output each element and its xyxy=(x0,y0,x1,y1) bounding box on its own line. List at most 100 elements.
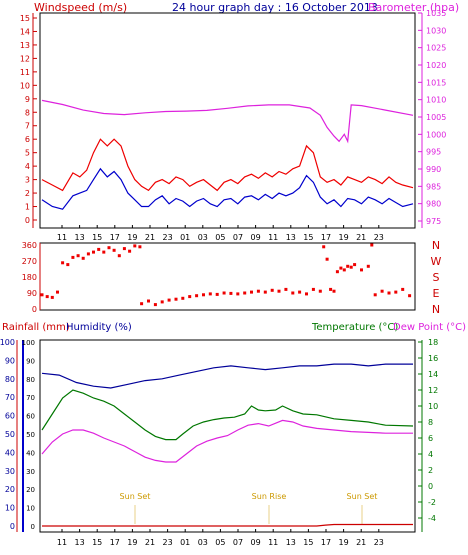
barometer-tick-label: 1000 xyxy=(426,130,446,139)
temperature-tick-label: 18 xyxy=(428,338,438,347)
direction-point xyxy=(349,265,353,269)
windspeed-tick-label: 10 xyxy=(20,81,30,90)
direction-point xyxy=(138,245,142,249)
rainfall-line xyxy=(42,523,413,527)
barometer-tick-label: 975 xyxy=(426,217,441,226)
humidity-inner-tick-label: 90 xyxy=(26,357,35,365)
direction-point xyxy=(332,289,336,293)
humidity-inner-tick-label: 0 xyxy=(31,523,35,531)
humidity-x-tick-label: 21 xyxy=(145,538,155,547)
barometer-tick-label: 1010 xyxy=(426,96,446,105)
humidity-tick-label: 60 xyxy=(5,412,15,421)
wind-x-tick-label: 19 xyxy=(339,233,349,242)
humidity-axis-label: Humidity (%) xyxy=(66,322,132,333)
direction-point xyxy=(66,263,70,267)
wind-x-tick-label: 17 xyxy=(110,233,120,242)
humidity-tick-label: 20 xyxy=(5,485,15,494)
wind-gust-line xyxy=(41,138,414,192)
humidity-tick-label: 50 xyxy=(5,430,15,439)
barometer-tick-label: 985 xyxy=(426,182,441,191)
humidity-line xyxy=(41,363,413,389)
direction-point xyxy=(284,287,288,291)
direction-point xyxy=(153,303,157,307)
dewpoint-axis-label: Dew Point (°C) xyxy=(393,322,466,333)
barometer-tick-label: 995 xyxy=(426,148,441,157)
direction-point xyxy=(81,256,85,260)
humidity-x-tick-label: 01 xyxy=(180,538,190,547)
wind-speed-line xyxy=(41,167,414,210)
direction-point xyxy=(263,290,267,294)
direction-point xyxy=(222,291,226,295)
direction-tick-label: 270 xyxy=(22,257,37,266)
direction-point xyxy=(346,264,350,268)
direction-point xyxy=(305,292,308,296)
compass-label: E xyxy=(433,287,440,300)
humidity-inner-tick-label: 70 xyxy=(26,394,35,402)
wind-x-tick-label: 15 xyxy=(303,233,313,242)
wind-x-tick-label: 21 xyxy=(356,233,366,242)
direction-point xyxy=(342,268,346,272)
wind-x-tick-label: 09 xyxy=(251,233,261,242)
direction-point xyxy=(370,243,374,247)
direction-point xyxy=(188,295,192,299)
direction-point xyxy=(215,292,219,296)
direction-point xyxy=(140,302,144,306)
direction-point xyxy=(229,291,233,295)
direction-tick-label: 180 xyxy=(22,273,37,282)
humidity-x-tick-label: 03 xyxy=(198,538,208,547)
humidity-tick-label: 0 xyxy=(10,522,15,531)
direction-point xyxy=(236,292,240,296)
direction-point xyxy=(71,255,75,259)
humidity-x-tick-label: 15 xyxy=(92,538,102,547)
wind-x-tick-label: 01 xyxy=(180,233,190,242)
direction-point xyxy=(394,290,398,294)
direction-point xyxy=(329,287,333,291)
direction-point xyxy=(373,293,377,297)
sun-event-label: Sun Rise xyxy=(252,492,287,501)
humidity-x-tick-label: 11 xyxy=(268,538,278,547)
windspeed-tick-label: 4 xyxy=(25,162,30,171)
windspeed-axis-label: Windspeed (m/s) xyxy=(34,1,127,14)
humidity-inner-tick-label: 80 xyxy=(26,376,35,384)
windspeed-tick-label: 13 xyxy=(20,41,30,50)
temperature-tick-label: 8 xyxy=(428,418,433,427)
direction-point xyxy=(97,247,101,251)
temperature-tick-label: 14 xyxy=(428,370,438,379)
barometer-tick-label: 1020 xyxy=(426,61,446,70)
windspeed-tick-label: 7 xyxy=(25,122,30,131)
direction-point xyxy=(202,293,205,297)
direction-point xyxy=(366,264,370,268)
direction-point xyxy=(160,300,164,304)
humidity-x-tick-label: 23 xyxy=(163,538,173,547)
humidity-x-tick-label: 17 xyxy=(321,538,331,547)
windspeed-tick-label: 5 xyxy=(25,149,30,158)
direction-point xyxy=(128,249,132,253)
humidity-x-tick-label: 13 xyxy=(286,538,296,547)
direction-point xyxy=(325,257,329,261)
humidity-tick-label: 40 xyxy=(5,448,15,457)
direction-point xyxy=(387,291,391,295)
direction-point xyxy=(380,289,384,293)
direction-tick-label: 360 xyxy=(22,241,37,250)
temperature-tick-label: 12 xyxy=(428,386,438,395)
direction-point xyxy=(408,294,412,298)
direction-point xyxy=(335,270,339,274)
direction-point xyxy=(147,299,150,303)
humidity-x-tick-label: 07 xyxy=(233,538,243,547)
direction-point xyxy=(50,295,54,299)
direction-point xyxy=(353,263,357,267)
humidity-tick-label: 30 xyxy=(5,467,15,476)
direction-point xyxy=(56,290,59,294)
direction-point xyxy=(167,298,171,302)
temperature-tick-label: 16 xyxy=(428,354,438,363)
barometer-line xyxy=(41,99,414,144)
windspeed-tick-label: 8 xyxy=(25,108,30,117)
chart-title: 24 hour graph day : 16 October 2013 xyxy=(172,1,378,14)
humidity-tick-label: 100 xyxy=(0,338,15,347)
direction-point xyxy=(102,250,106,254)
windspeed-tick-label: 12 xyxy=(20,54,30,63)
barometer-tick-label: 990 xyxy=(426,165,441,174)
windspeed-tick-label: 14 xyxy=(20,27,30,36)
